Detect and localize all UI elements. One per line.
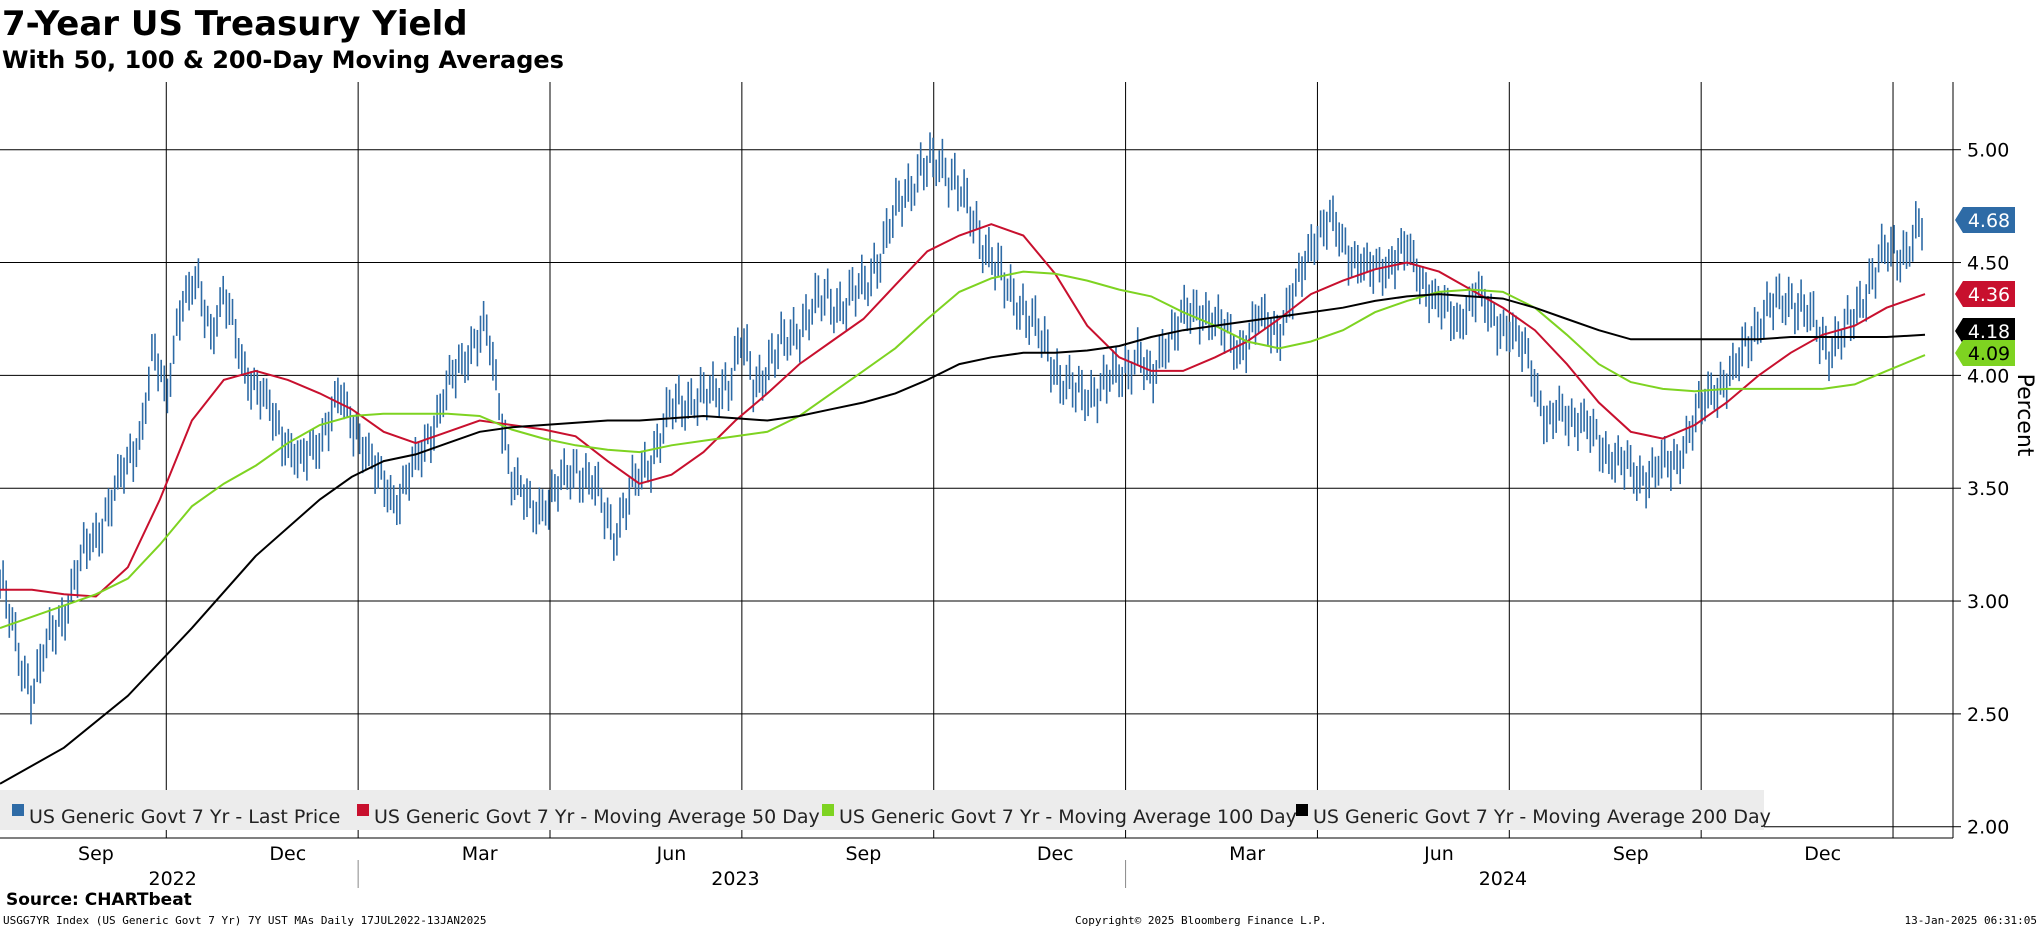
legend-swatch xyxy=(12,804,24,816)
x-tick-label: Mar xyxy=(1229,843,1265,865)
legend-background xyxy=(0,790,1764,830)
copyright-note: Copyright© 2025 Bloomberg Finance L.P. xyxy=(1075,914,1327,927)
x-year-label: 2023 xyxy=(711,868,759,890)
ma100-line xyxy=(0,270,1926,630)
y-axis-title: Percent xyxy=(2012,374,2037,457)
last-value-tag-bg xyxy=(1955,281,2015,307)
source-note: Source: CHARTbeat xyxy=(6,890,192,910)
ma50-line xyxy=(0,223,1926,598)
y-tick-label: 2.50 xyxy=(1967,704,2009,726)
x-year-label: 2024 xyxy=(1479,868,1527,890)
x-tick-label: Jun xyxy=(1423,843,1454,865)
ma50-last-tag: 4.36 xyxy=(1955,281,2015,307)
x-tick-label: Mar xyxy=(462,843,498,865)
x-tick-label: Sep xyxy=(78,843,114,865)
x-tick-label: Dec xyxy=(1037,843,1074,865)
x-year-label: 2022 xyxy=(148,868,196,890)
price-last-tag: 4.68 xyxy=(1955,207,2015,233)
y-tick-label: 3.50 xyxy=(1967,478,2009,500)
legend-swatch xyxy=(357,804,369,816)
price-series xyxy=(0,132,1923,725)
legend-label: US Generic Govt 7 Yr - Moving Average 20… xyxy=(1313,806,1771,828)
ticker-info: USGG7YR Index (US Generic Govt 7 Yr) 7Y … xyxy=(3,914,487,927)
x-tick-label: Sep xyxy=(845,843,881,865)
chart-title: 7-Year US Treasury Yield xyxy=(2,4,468,44)
legend-label: US Generic Govt 7 Yr - Last Price xyxy=(29,806,340,828)
ma200-line xyxy=(0,293,1926,785)
x-tick-label: Jun xyxy=(656,843,687,865)
last-value-tag-label: 4.36 xyxy=(1968,284,2010,306)
last-value-tag-bg xyxy=(1955,207,2015,233)
x-tick-label: Dec xyxy=(269,843,306,865)
ma100-last-tag: 4.09 xyxy=(1955,340,2015,366)
y-tick-label: 4.00 xyxy=(1967,365,2009,387)
last-value-tag-label: 4.09 xyxy=(1968,343,2010,365)
y-tick-label: 4.50 xyxy=(1967,253,2009,275)
timestamp: 13-Jan-2025 06:31:05 xyxy=(1904,914,2037,927)
legend-label: US Generic Govt 7 Yr - Moving Average 50… xyxy=(374,806,820,828)
last-value-tag-bg xyxy=(1955,340,2015,366)
legend-label: US Generic Govt 7 Yr - Moving Average 10… xyxy=(839,806,1297,828)
last-value-tag-label: 4.68 xyxy=(1968,210,2010,232)
legend-swatch xyxy=(822,804,834,816)
last-value-tag-bg xyxy=(1955,318,2015,344)
ma200-last-tag: 4.18 xyxy=(1955,318,2015,344)
legend-swatch xyxy=(1296,804,1308,816)
legend: US Generic Govt 7 Yr - Last Price US Gene… xyxy=(0,790,1771,830)
y-tick-label: 5.00 xyxy=(1967,140,2009,162)
x-tick-label: Dec xyxy=(1804,843,1841,865)
x-tick-label: Sep xyxy=(1613,843,1649,865)
last-value-tag-label: 4.18 xyxy=(1968,321,2010,343)
y-tick-label: 2.00 xyxy=(1967,817,2009,839)
y-tick-label: 3.00 xyxy=(1967,591,2009,613)
chart-subtitle: With 50, 100 & 200-Day Moving Averages xyxy=(2,46,564,74)
